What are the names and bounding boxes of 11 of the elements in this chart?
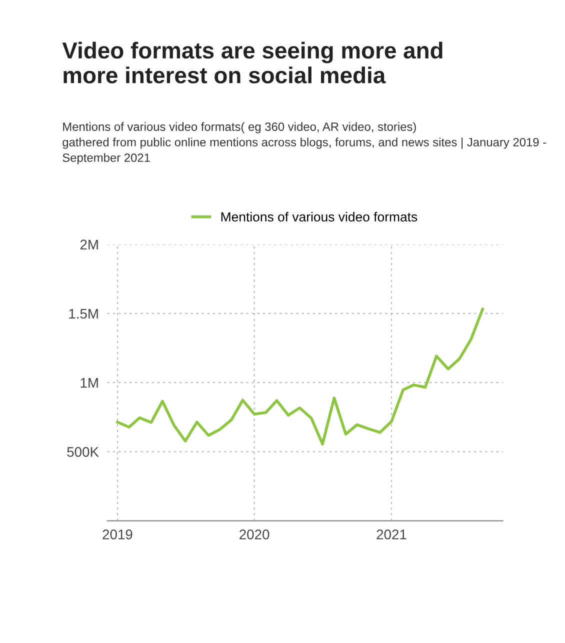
line-series	[116, 308, 484, 446]
y-tick-label: 500K	[67, 447, 99, 457]
legend-label: Mentions of various video formats	[221, 212, 418, 222]
x-tick-label: 2020	[240, 530, 270, 540]
x-tick-label: 2021	[376, 530, 406, 540]
y-tick-label: 2M	[80, 240, 98, 250]
chart-subtitle: Mentions of various video formats( eg 360 video, AR video, stories) gathered from public online mentions across blogs, forums, and news sites | January 2019 - September 2021	[62, 122, 546, 164]
chart-title: Video formats are seeing more and more interest on social media	[62, 42, 442, 84]
x-tick-label: 2019	[102, 530, 132, 540]
y-tick-label: 1M	[80, 378, 98, 388]
y-tick-label: 1.5M	[69, 308, 98, 319]
